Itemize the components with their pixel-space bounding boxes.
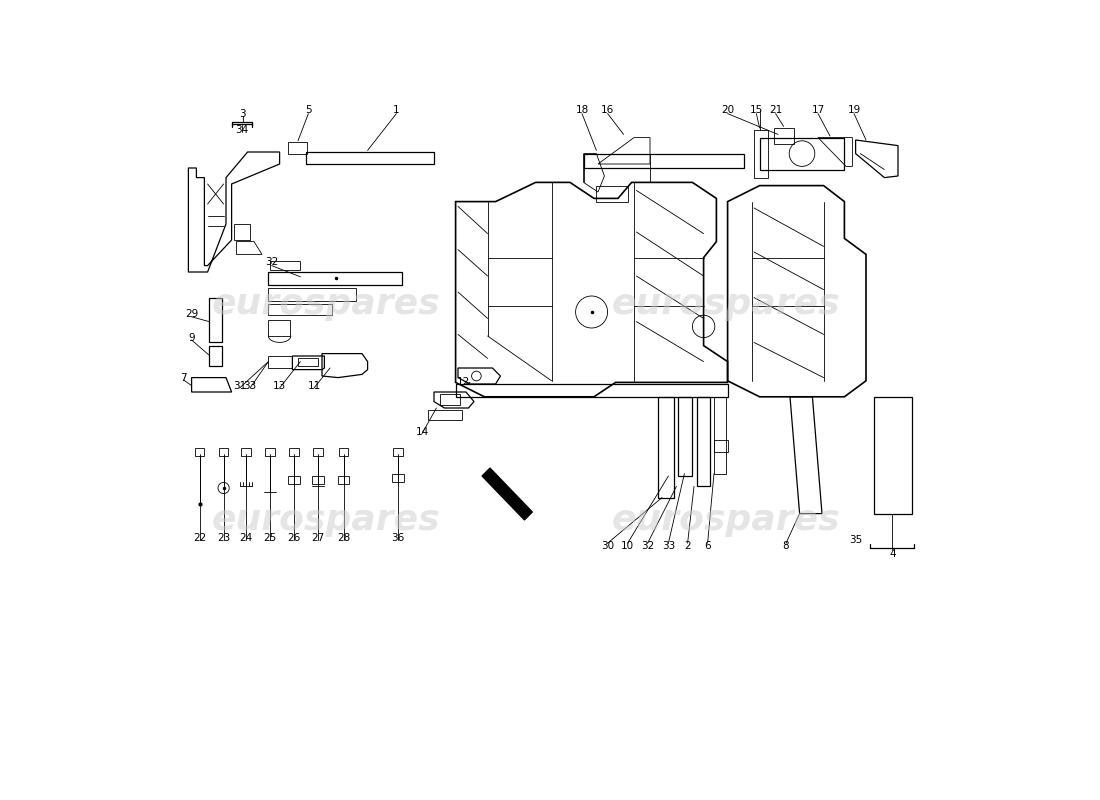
Text: 1: 1	[393, 106, 399, 115]
Bar	[339, 448, 349, 456]
Text: 30: 30	[601, 541, 614, 550]
Text: 26: 26	[287, 533, 300, 542]
Text: 20: 20	[720, 106, 734, 115]
Text: 33: 33	[662, 541, 675, 550]
Text: eurospares: eurospares	[211, 503, 440, 537]
Text: eurospares: eurospares	[612, 287, 840, 321]
Text: 11: 11	[307, 381, 320, 390]
Bar	[312, 476, 323, 484]
Bar	[219, 448, 229, 456]
Text: 29: 29	[185, 309, 198, 318]
Text: 17: 17	[812, 106, 825, 115]
Text: 36: 36	[392, 533, 405, 542]
Bar	[314, 448, 322, 456]
Text: 25: 25	[263, 533, 276, 542]
Text: 19: 19	[847, 106, 860, 115]
Text: 4: 4	[889, 549, 895, 558]
Text: 18: 18	[575, 106, 589, 115]
Text: 31: 31	[233, 381, 246, 390]
Text: 34: 34	[235, 125, 249, 134]
Text: 21: 21	[769, 106, 782, 115]
Text: 32: 32	[265, 258, 278, 267]
Text: 14: 14	[416, 427, 429, 437]
Bar	[338, 476, 349, 484]
Text: 15: 15	[750, 106, 763, 115]
Bar	[195, 448, 205, 456]
Text: 16: 16	[601, 106, 614, 115]
Polygon shape	[482, 468, 532, 520]
Text: 33: 33	[243, 381, 256, 390]
Text: 22: 22	[192, 533, 206, 542]
Text: 12: 12	[456, 378, 470, 387]
Bar	[393, 474, 404, 482]
Text: 7: 7	[180, 373, 187, 382]
Text: 13: 13	[273, 381, 286, 390]
Bar	[265, 448, 275, 456]
Text: 5: 5	[305, 106, 311, 115]
Text: 27: 27	[311, 533, 324, 542]
Text: eurospares: eurospares	[612, 503, 840, 537]
Bar	[288, 476, 299, 484]
Text: 23: 23	[217, 533, 230, 542]
Text: eurospares: eurospares	[211, 287, 440, 321]
Bar	[241, 448, 251, 456]
Text: 32: 32	[641, 541, 654, 550]
Text: 35: 35	[849, 535, 862, 545]
Text: 3: 3	[240, 109, 246, 118]
Text: 10: 10	[621, 541, 635, 550]
Text: 24: 24	[240, 533, 253, 542]
Text: 8: 8	[783, 541, 790, 550]
Text: 28: 28	[337, 533, 350, 542]
Text: 2: 2	[684, 541, 691, 550]
Bar	[289, 448, 299, 456]
Text: 6: 6	[704, 541, 711, 550]
Bar	[393, 448, 403, 456]
Text: 9: 9	[188, 333, 195, 342]
